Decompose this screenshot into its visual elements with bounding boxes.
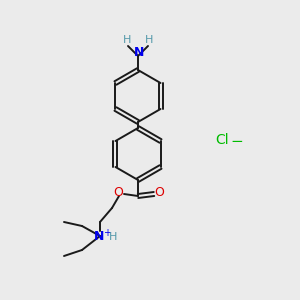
Text: O: O — [154, 187, 164, 200]
Text: H: H — [123, 35, 131, 45]
Text: +: + — [103, 228, 111, 238]
Text: O: O — [113, 187, 123, 200]
Text: N: N — [134, 46, 144, 59]
Text: Cl: Cl — [215, 133, 229, 147]
Text: −: − — [231, 134, 243, 149]
Text: H: H — [109, 232, 117, 242]
Text: H: H — [145, 35, 153, 45]
Text: N: N — [94, 230, 104, 244]
